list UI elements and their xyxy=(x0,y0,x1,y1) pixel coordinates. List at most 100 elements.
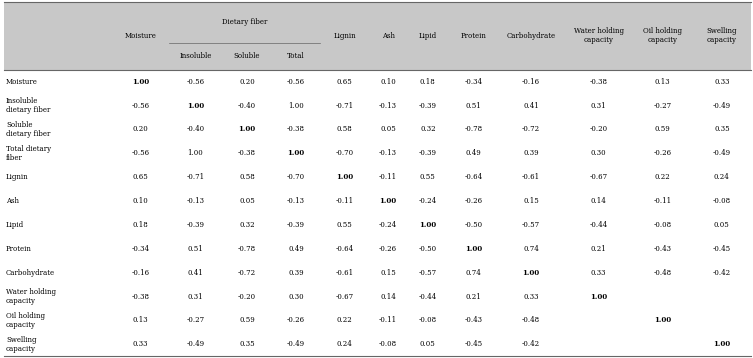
Text: 1.00: 1.00 xyxy=(419,221,437,229)
Text: 1.00: 1.00 xyxy=(336,173,353,181)
Text: -0.39: -0.39 xyxy=(187,221,205,229)
Text: -0.78: -0.78 xyxy=(465,125,483,134)
Text: -0.13: -0.13 xyxy=(379,149,397,158)
Text: 0.33: 0.33 xyxy=(133,340,148,348)
Text: Soluble
dietary fiber: Soluble dietary fiber xyxy=(6,121,50,138)
Text: -0.61: -0.61 xyxy=(336,268,354,277)
Text: Moisture: Moisture xyxy=(6,78,38,86)
Text: 0.20: 0.20 xyxy=(133,125,148,134)
Text: 1.00: 1.00 xyxy=(465,245,482,253)
Text: 1.00: 1.00 xyxy=(288,149,304,158)
Text: 0.05: 0.05 xyxy=(380,125,396,134)
Text: 0.32: 0.32 xyxy=(420,125,436,134)
Text: -0.26: -0.26 xyxy=(379,245,397,253)
Text: -0.13: -0.13 xyxy=(187,197,205,205)
Text: -0.24: -0.24 xyxy=(379,221,397,229)
Text: 0.18: 0.18 xyxy=(133,221,148,229)
Text: -0.38: -0.38 xyxy=(238,149,256,158)
Text: -0.71: -0.71 xyxy=(336,102,354,110)
Text: Total dietary
fiber: Total dietary fiber xyxy=(6,145,51,162)
Text: 0.35: 0.35 xyxy=(714,125,730,134)
Text: -0.40: -0.40 xyxy=(238,102,256,110)
Text: -0.72: -0.72 xyxy=(238,268,256,277)
Text: 0.32: 0.32 xyxy=(239,221,255,229)
Text: Moisture: Moisture xyxy=(124,32,156,40)
Text: Protein: Protein xyxy=(461,32,486,40)
Text: 1.00: 1.00 xyxy=(132,78,149,86)
Text: Lignin: Lignin xyxy=(6,173,29,181)
Text: -0.50: -0.50 xyxy=(419,245,437,253)
Text: 0.74: 0.74 xyxy=(523,245,539,253)
Text: Insoluble: Insoluble xyxy=(179,52,212,61)
Text: Ash: Ash xyxy=(6,197,19,205)
Text: Water holding
capacity: Water holding capacity xyxy=(6,288,56,305)
Text: -0.39: -0.39 xyxy=(287,221,305,229)
Text: -0.08: -0.08 xyxy=(379,340,397,348)
Text: 0.10: 0.10 xyxy=(133,197,148,205)
Text: 0.30: 0.30 xyxy=(591,149,606,158)
Text: -0.42: -0.42 xyxy=(522,340,540,348)
Text: -0.67: -0.67 xyxy=(336,292,354,301)
Text: -0.49: -0.49 xyxy=(287,340,305,348)
Text: -0.34: -0.34 xyxy=(131,245,149,253)
Text: 0.21: 0.21 xyxy=(590,245,606,253)
Text: -0.56: -0.56 xyxy=(131,102,149,110)
Text: 0.22: 0.22 xyxy=(337,316,352,324)
Text: -0.38: -0.38 xyxy=(131,292,149,301)
Text: -0.26: -0.26 xyxy=(654,149,672,158)
Text: -0.71: -0.71 xyxy=(187,173,205,181)
Text: -0.56: -0.56 xyxy=(287,78,305,86)
Text: 0.41: 0.41 xyxy=(187,268,203,277)
Text: Swelling
capacity: Swelling capacity xyxy=(6,336,37,353)
Text: Oil holding
capacity: Oil holding capacity xyxy=(6,312,45,329)
Text: 0.39: 0.39 xyxy=(523,149,539,158)
Text: -0.42: -0.42 xyxy=(713,268,731,277)
Text: 0.39: 0.39 xyxy=(288,268,303,277)
Text: -0.78: -0.78 xyxy=(238,245,256,253)
Text: 0.59: 0.59 xyxy=(239,316,255,324)
Text: -0.49: -0.49 xyxy=(713,102,731,110)
Text: 0.10: 0.10 xyxy=(380,78,396,86)
Text: 0.20: 0.20 xyxy=(239,78,255,86)
Text: -0.64: -0.64 xyxy=(336,245,354,253)
Text: Oil holding
capacity: Oil holding capacity xyxy=(643,27,682,44)
Text: -0.49: -0.49 xyxy=(187,340,205,348)
Text: 0.15: 0.15 xyxy=(380,268,396,277)
Text: 0.33: 0.33 xyxy=(714,78,730,86)
Text: -0.40: -0.40 xyxy=(187,125,205,134)
Text: 1.00: 1.00 xyxy=(288,102,303,110)
Text: -0.39: -0.39 xyxy=(419,102,437,110)
Text: 1.00: 1.00 xyxy=(187,149,203,158)
Text: 0.13: 0.13 xyxy=(133,316,148,324)
Text: -0.11: -0.11 xyxy=(654,197,672,205)
Text: 0.74: 0.74 xyxy=(465,268,481,277)
Text: -0.13: -0.13 xyxy=(287,197,305,205)
Text: -0.11: -0.11 xyxy=(379,316,397,324)
Text: Swelling
capacity: Swelling capacity xyxy=(706,27,737,44)
Text: -0.70: -0.70 xyxy=(336,149,354,158)
Text: 0.14: 0.14 xyxy=(590,197,606,205)
Text: -0.20: -0.20 xyxy=(590,125,608,134)
Text: -0.16: -0.16 xyxy=(522,78,540,86)
Text: Ash: Ash xyxy=(382,32,395,40)
Text: Total: Total xyxy=(287,52,305,61)
Text: 0.65: 0.65 xyxy=(133,173,148,181)
Text: -0.44: -0.44 xyxy=(590,221,608,229)
Text: -0.57: -0.57 xyxy=(419,268,437,277)
Text: 0.51: 0.51 xyxy=(187,245,203,253)
Text: -0.08: -0.08 xyxy=(419,316,437,324)
Text: -0.70: -0.70 xyxy=(287,173,305,181)
Text: Water holding
capacity: Water holding capacity xyxy=(574,27,623,44)
Text: 0.33: 0.33 xyxy=(523,292,538,301)
Text: -0.44: -0.44 xyxy=(419,292,437,301)
Text: Lignin: Lignin xyxy=(334,32,356,40)
Text: 0.05: 0.05 xyxy=(714,221,730,229)
Text: -0.08: -0.08 xyxy=(654,221,672,229)
Text: Soluble: Soluble xyxy=(234,52,261,61)
Text: -0.57: -0.57 xyxy=(522,221,540,229)
Text: -0.56: -0.56 xyxy=(187,78,205,86)
Text: 0.05: 0.05 xyxy=(239,197,255,205)
Text: Carbohydrate: Carbohydrate xyxy=(507,32,556,40)
Text: -0.13: -0.13 xyxy=(379,102,397,110)
Text: -0.16: -0.16 xyxy=(131,268,149,277)
